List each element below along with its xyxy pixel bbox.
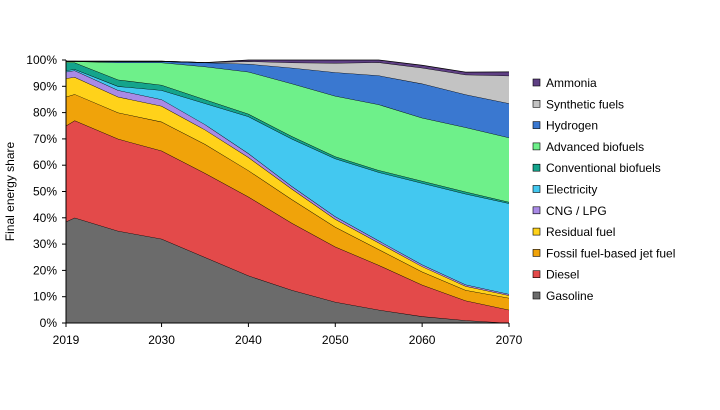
legend-swatch-cng-lpg bbox=[532, 206, 541, 215]
legend-swatch-synthetic-fuels bbox=[532, 100, 541, 108]
axes: 0%10%20%30%40%50%60%70%80%90%100% 2019 20… bbox=[26, 53, 522, 347]
y-tick-label: 30% bbox=[33, 237, 57, 251]
area-gasoline bbox=[66, 217, 509, 323]
legend-swatch-diesel bbox=[532, 270, 541, 279]
legend-swatch-conventional-biofuels bbox=[532, 163, 541, 172]
x-axis-ticks: 2019 2030 2040 2050 2060 2070 bbox=[53, 323, 523, 347]
legend-label-fossil-fuel-based-jet-fuel: Fossil fuel-based jet fuel bbox=[546, 246, 675, 260]
area-advanced-biofuels bbox=[66, 61, 509, 203]
legend-label-synthetic-fuels: Synthetic fuels bbox=[546, 97, 624, 111]
x-tick-label: 2040 bbox=[235, 333, 262, 347]
legend-swatch-electricity bbox=[532, 185, 541, 193]
y-tick-label: 50% bbox=[33, 185, 57, 199]
area-diesel bbox=[66, 120, 509, 324]
x-tick-label: 2060 bbox=[409, 333, 436, 347]
legend-label-residual-fuel: Residual fuel bbox=[546, 225, 615, 239]
y-tick-label: 100% bbox=[26, 53, 57, 67]
area-hydrogen bbox=[66, 61, 509, 138]
y-tick-label: 80% bbox=[33, 106, 57, 120]
y-tick-label: 0% bbox=[40, 316, 58, 330]
y-tick-label: 40% bbox=[33, 211, 57, 225]
legend-swatch-residual-fuel bbox=[532, 227, 541, 236]
legend-label-ammonia: Ammonia bbox=[546, 76, 597, 90]
area-electricity bbox=[66, 69, 509, 295]
y-tick-label: 20% bbox=[33, 263, 57, 277]
x-tick-label: 2070 bbox=[496, 333, 523, 347]
area-synthetic-fuels bbox=[66, 61, 509, 104]
legend-swatch-gasoline bbox=[532, 291, 541, 300]
legend-label-electricity: Electricity bbox=[546, 183, 597, 197]
y-tick-label: 10% bbox=[33, 290, 57, 304]
legend-label-cng-lpg: CNG / LPG bbox=[546, 204, 607, 218]
area-cng-lpg bbox=[66, 70, 509, 296]
x-tick-label: 2050 bbox=[322, 333, 349, 347]
y-axis-label: Final energy share bbox=[3, 141, 17, 241]
legend: Ammonia Synthetic fuels Hydrogen Advanced b… bbox=[532, 76, 675, 303]
area-residual-fuel bbox=[66, 77, 509, 299]
legend-swatch-advanced-biofuels bbox=[532, 142, 541, 151]
x-tick-label: 2030 bbox=[148, 333, 175, 347]
legend-label-advanced-biofuels: Advanced biofuels bbox=[546, 140, 644, 154]
legend-label-gasoline: Gasoline bbox=[546, 289, 594, 303]
y-axis-ticks: 0% 10% 20% 30% 40% 50% 60% 70% 80% 90% 100% bbox=[26, 53, 66, 330]
legend-label-conventional-biofuels: Conventional biofuels bbox=[546, 161, 661, 175]
area-boundary-ammonia bbox=[66, 59, 510, 73]
area-layers bbox=[65, 59, 510, 324]
area-fossil-fuel-based-jet-fuel bbox=[66, 94, 509, 310]
legend-label-hydrogen: Hydrogen bbox=[546, 119, 598, 133]
y-tick-label: 60% bbox=[33, 158, 57, 172]
area-ammonia bbox=[66, 60, 509, 76]
legend-label-diesel: Diesel bbox=[546, 268, 579, 282]
y-tick-label: 90% bbox=[33, 79, 57, 93]
legend-swatch-fossil-fuel-based-jet-fuel bbox=[532, 249, 541, 257]
y-tick-label: 70% bbox=[33, 132, 57, 146]
legend-swatch-hydrogen bbox=[532, 121, 541, 129]
legend-swatch-ammonia bbox=[532, 78, 541, 87]
x-tick-label: 2019 bbox=[53, 333, 80, 347]
